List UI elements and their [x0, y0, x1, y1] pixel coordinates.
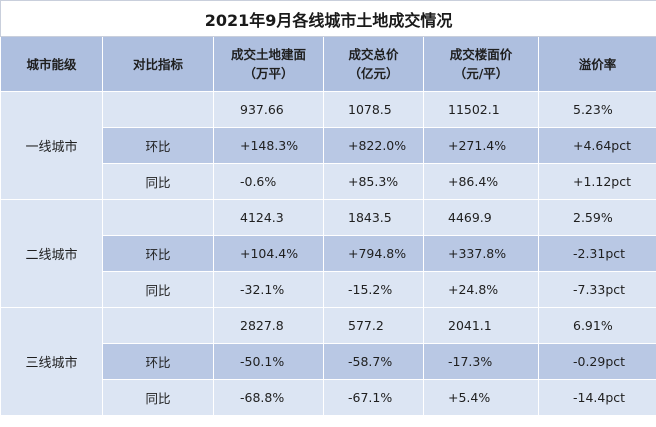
city-tier-cell: 二线城市 — [0, 199, 103, 308]
value-cell: +271.4% — [423, 127, 539, 164]
metric-cell — [102, 91, 214, 128]
metric-cell: 环比 — [102, 343, 214, 380]
metric-cell: 同比 — [102, 379, 214, 416]
value-cell: -67.1% — [323, 379, 424, 416]
value-cell: +822.0% — [323, 127, 424, 164]
table-row: 环比 -50.1% -58.7% -17.3% -0.29pct — [1, 343, 656, 380]
value-cell: +24.8% — [423, 271, 539, 308]
header-premium-rate: 溢价率 — [537, 36, 656, 92]
value-cell: -50.1% — [213, 343, 324, 380]
value-cell: -0.29pct — [537, 343, 656, 380]
value-cell: 6.91% — [537, 307, 656, 344]
value-cell: 2.59% — [537, 199, 656, 236]
table-row: 二线城市 4124.3 1843.5 4469.9 2.59% — [0, 199, 656, 308]
header-metric: 对比指标 — [102, 36, 214, 92]
table-row: 环比 +104.4% +794.8% +337.8% -2.31pct — [1, 235, 656, 272]
value-cell: +104.4% — [213, 235, 324, 272]
value-cell: 937.66 — [213, 91, 324, 128]
value-cell: 11502.1 — [423, 91, 539, 128]
metric-cell: 环比 — [102, 235, 214, 272]
value-cell: 1078.5 — [323, 91, 424, 128]
value-cell: -7.33pct — [537, 271, 656, 308]
metric-cell: 环比 — [102, 127, 214, 164]
value-cell: +5.4% — [423, 379, 539, 416]
value-cell: +794.8% — [323, 235, 424, 272]
value-cell: +85.3% — [323, 163, 424, 200]
value-cell: +86.4% — [423, 163, 539, 200]
value-cell: -2.31pct — [537, 235, 656, 272]
table-row: 同比 -68.8% -67.1% +5.4% -14.4pct — [1, 379, 656, 416]
table-row: 环比 +148.3% +822.0% +271.4% +4.64pct — [1, 127, 656, 164]
value-cell: -58.7% — [323, 343, 424, 380]
table-row: 同比 -32.1% -15.2% +24.8% -7.33pct — [1, 271, 656, 308]
value-cell: -17.3% — [423, 343, 539, 380]
header-land-area: 成交土地建面 （万平） — [213, 36, 324, 92]
value-cell: 5.23% — [537, 91, 656, 128]
value-cell: 577.2 — [323, 307, 424, 344]
table-title: 2021年9月各线城市土地成交情况 — [0, 0, 656, 37]
value-cell: -32.1% — [213, 271, 324, 308]
metric-cell — [102, 307, 214, 344]
city-tier-cell: 三线城市 — [0, 307, 103, 416]
table-row: 同比 -0.6% +85.3% +86.4% +1.12pct — [1, 163, 656, 200]
value-cell: -15.2% — [323, 271, 424, 308]
value-cell: 2041.1 — [423, 307, 539, 344]
value-cell: +4.64pct — [537, 127, 656, 164]
header-city-tier: 城市能级 — [0, 36, 103, 92]
metric-cell: 同比 — [102, 271, 214, 308]
value-cell: -68.8% — [213, 379, 324, 416]
value-cell: +148.3% — [213, 127, 324, 164]
value-cell: 1843.5 — [323, 199, 424, 236]
metric-cell: 同比 — [102, 163, 214, 200]
value-cell: 4469.9 — [423, 199, 539, 236]
metric-cell — [102, 199, 214, 236]
header-floor-price: 成交楼面价 （元/平） — [423, 36, 539, 92]
city-tier-cell: 一线城市 — [0, 91, 103, 200]
value-cell: 2827.8 — [213, 307, 324, 344]
value-cell: -0.6% — [213, 163, 324, 200]
value-cell: -14.4pct — [537, 379, 656, 416]
header-total-price: 成交总价 （亿元） — [323, 36, 424, 92]
value-cell: 4124.3 — [213, 199, 324, 236]
table-row: 一线城市 937.66 1078.5 11502.1 5.23% — [0, 91, 656, 200]
value-cell: +337.8% — [423, 235, 539, 272]
table-row: 三线城市 2827.8 577.2 2041.1 6.91% — [0, 307, 656, 416]
value-cell: +1.12pct — [537, 163, 656, 200]
land-transaction-table: 2021年9月各线城市土地成交情况 城市能级 对比指标 成交土地建面 （万平） 成… — [0, 0, 656, 416]
